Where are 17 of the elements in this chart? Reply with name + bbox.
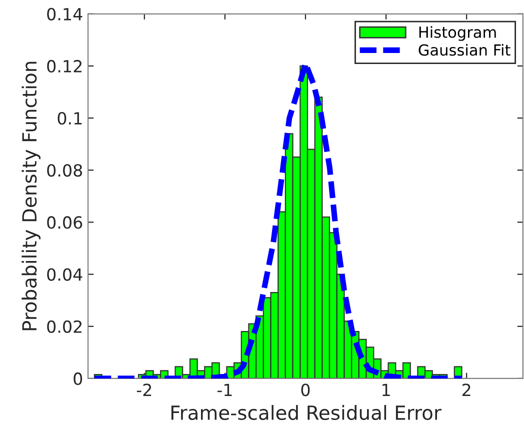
x-tick-label: -2 — [136, 384, 152, 396]
x-tick-label: -1 — [217, 384, 232, 396]
x-tick-label: 2 — [462, 384, 470, 396]
x-tick-label: 1 — [382, 384, 390, 396]
legend-label: Histogram — [419, 26, 496, 41]
y-axis-title: Probability Density Function — [22, 62, 41, 330]
y-tick-label: 0.12 — [47, 60, 82, 73]
y-tick-label: 0.14 — [47, 8, 82, 20]
x-axis-title: Frame-scaled Residual Error — [171, 404, 442, 420]
y-tick-label: 0.08 — [47, 164, 82, 177]
y-tick-label: 0 — [74, 372, 82, 386]
y-tick-label: 0.02 — [47, 320, 82, 333]
y-tick-label: 0.1 — [58, 112, 82, 125]
y-tick-label: 0.06 — [47, 216, 82, 229]
x-tick-label: 0 — [301, 384, 310, 396]
y-tick-label: 0.04 — [47, 268, 82, 281]
legend-label: Gaussian Fit — [418, 44, 510, 56]
